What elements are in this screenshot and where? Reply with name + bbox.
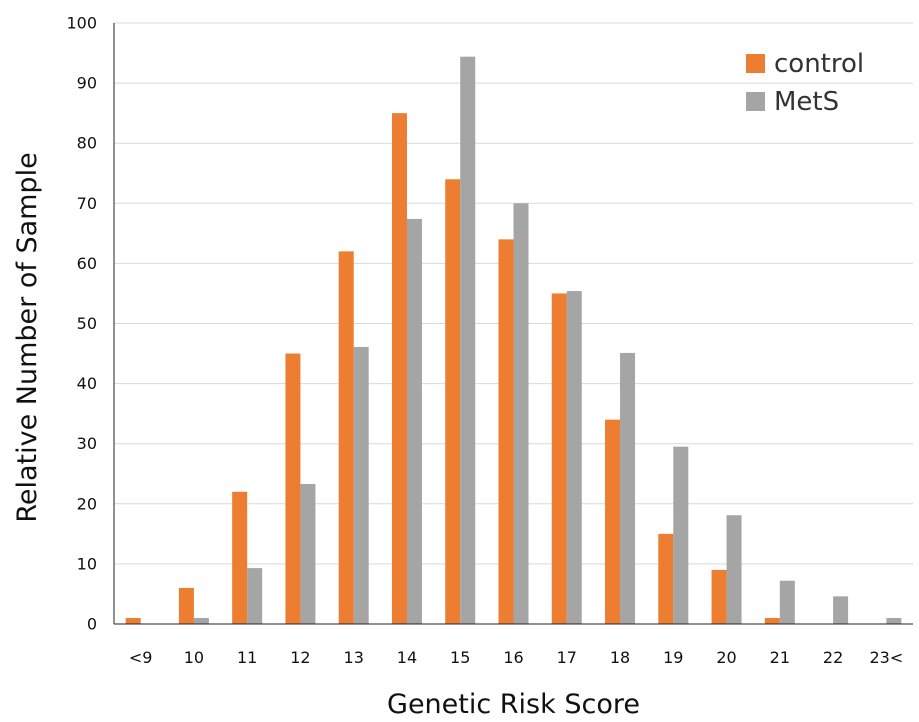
y-tick-label: 30 bbox=[77, 434, 97, 453]
bar-control bbox=[125, 617, 141, 624]
y-axis-title: Relative Number of Sample bbox=[12, 152, 43, 522]
legend-swatch-mets bbox=[746, 92, 765, 111]
bar-control bbox=[338, 251, 354, 624]
bar-control bbox=[445, 179, 461, 624]
axes bbox=[113, 23, 913, 625]
bar-mets bbox=[620, 352, 636, 624]
x-tick-label: 20 bbox=[716, 648, 736, 667]
bar-control bbox=[498, 239, 514, 625]
bar-control bbox=[605, 419, 621, 624]
bar-mets bbox=[833, 596, 849, 624]
y-tick-label: 80 bbox=[77, 134, 97, 153]
bar-control bbox=[285, 353, 301, 624]
x-tick-label: 22 bbox=[823, 648, 843, 667]
legend: control MetS bbox=[746, 49, 864, 117]
bar-mets bbox=[460, 56, 476, 624]
bar-control bbox=[232, 491, 248, 624]
x-tick-labels: <9 10 11 12 13 14 15 16 17 18 19 20 21 22 23< bbox=[129, 648, 903, 667]
bar-mets bbox=[513, 203, 529, 625]
bar-mets bbox=[886, 617, 902, 624]
legend-label-mets: MetS bbox=[774, 87, 839, 117]
y-tick-label: 90 bbox=[77, 74, 97, 93]
bars bbox=[125, 56, 902, 625]
bar-mets bbox=[673, 446, 689, 624]
bar-mets bbox=[193, 617, 209, 624]
legend-label-control: control bbox=[774, 49, 864, 79]
bar-control bbox=[551, 293, 567, 624]
bar-control bbox=[658, 533, 674, 624]
x-tick-label: 13 bbox=[344, 648, 364, 667]
y-tick-label: 70 bbox=[77, 194, 97, 213]
bar-control bbox=[711, 569, 727, 624]
bar-mets bbox=[726, 515, 742, 624]
bar-control bbox=[178, 587, 194, 624]
bar-mets bbox=[353, 346, 369, 624]
bar-mets bbox=[247, 568, 263, 624]
x-tick-label: 23< bbox=[869, 648, 903, 667]
bar-control bbox=[391, 113, 407, 625]
legend-swatch-control bbox=[746, 54, 765, 73]
x-tick-label: 12 bbox=[290, 648, 310, 667]
bar-mets bbox=[300, 483, 316, 624]
bar-mets bbox=[779, 580, 795, 624]
x-tick-label: 10 bbox=[184, 648, 204, 667]
x-tick-label: 14 bbox=[397, 648, 417, 667]
x-tick-label: 15 bbox=[450, 648, 470, 667]
x-tick-label: 19 bbox=[663, 648, 683, 667]
y-tick-label: 0 bbox=[87, 615, 97, 634]
x-tick-label: <9 bbox=[129, 648, 153, 667]
x-tick-label: 16 bbox=[503, 648, 523, 667]
y-tick-label: 20 bbox=[77, 494, 97, 513]
y-tick-label: 50 bbox=[77, 314, 97, 333]
x-tick-label: 18 bbox=[610, 648, 630, 667]
y-tick-label: 60 bbox=[77, 254, 97, 273]
y-tick-label: 10 bbox=[77, 554, 97, 573]
bar-mets bbox=[406, 218, 422, 624]
bar-mets bbox=[566, 291, 582, 624]
y-tick-labels: 0 10 20 30 40 50 60 70 80 90 100 bbox=[66, 14, 97, 634]
x-tick-label: 17 bbox=[557, 648, 577, 667]
y-tick-label: 40 bbox=[77, 374, 97, 393]
x-axis-title: Genetic Risk Score bbox=[387, 689, 640, 720]
bar-control bbox=[764, 617, 780, 624]
y-tick-label: 100 bbox=[66, 14, 97, 33]
x-tick-label: 11 bbox=[237, 648, 257, 667]
x-tick-label: 21 bbox=[770, 648, 790, 667]
